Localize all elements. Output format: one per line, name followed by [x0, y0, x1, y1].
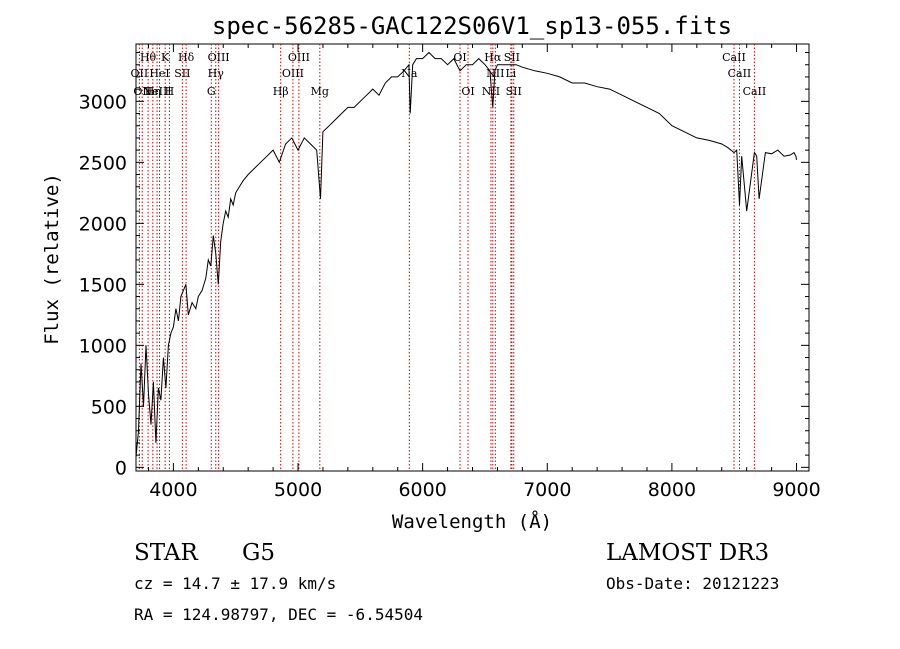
spectral-line-label: H	[165, 85, 175, 98]
spectral-line-label: Hβ	[273, 85, 289, 98]
y-tick-label: 1000	[79, 335, 127, 357]
x-tick-label: 9000	[772, 479, 820, 501]
y-axis: 0 500 1000 1500 2000 2500 3000	[79, 52, 809, 479]
coordinates-text: RA = 124.98797, DEC = -6.54504	[134, 605, 423, 624]
spectrum-line	[135, 51, 797, 458]
spectral-line-label: CaII	[728, 67, 752, 80]
spectral-line-label: Hδ	[178, 51, 195, 64]
object-class: STAR	[134, 540, 198, 566]
spectral-line-label: Mg	[311, 85, 329, 98]
y-tick-label: 2000	[79, 213, 127, 235]
y-tick-label: 2500	[79, 152, 127, 174]
spectral-line-label: SII	[174, 67, 190, 80]
y-tick-label: 500	[91, 396, 127, 418]
spectral-line-label: CaII	[722, 51, 746, 64]
spectral-line-label: G	[207, 85, 216, 98]
spectral-line-label: K	[161, 51, 170, 64]
x-tick-label: 7000	[523, 479, 571, 501]
info-panel: STAR G5 LAMOST DR3 cz = 14.7 ± 17.9 km/s…	[134, 540, 779, 624]
x-axis: 4000 5000 6000 7000 8000 9000	[147, 44, 821, 501]
spectral-line-label: NII	[482, 85, 500, 98]
survey-name: LAMOST DR3	[606, 540, 769, 566]
x-tick-label: 5000	[274, 479, 322, 501]
spectral-line-label: NeIII	[142, 85, 171, 98]
spectral-line-label: Hα	[484, 51, 502, 64]
spectral-line-label: Li	[505, 67, 516, 80]
chart-title: spec-56285-GAC122S06V1_sp13-055.fits	[212, 12, 732, 40]
spectral-line-label: OI	[461, 85, 474, 98]
spectral-line-label: OI	[453, 51, 466, 64]
y-tick-label: 0	[115, 457, 127, 479]
y-tick-label: 3000	[79, 91, 127, 113]
spectral-line-label: SII	[506, 85, 522, 98]
spectral-line-label: OIII	[282, 67, 304, 80]
spectral-line-label: OII	[131, 67, 149, 80]
redshift-text: cz = 14.7 ± 17.9 km/s	[134, 574, 336, 593]
x-tick-label: 8000	[648, 479, 696, 501]
x-axis-label: Wavelength (Å)	[392, 510, 552, 533]
spectral-line-label: SII	[504, 51, 520, 64]
x-tick-label: 6000	[398, 479, 446, 501]
spectral-line-label: Hθ	[140, 51, 157, 64]
spectral-line-label: Hγ	[208, 67, 225, 80]
spectral-line-label: OIII	[208, 51, 230, 64]
spectral-line-label: OII	[133, 85, 151, 98]
x-tick-label: 4000	[149, 479, 197, 501]
spectral-line-label: Hη	[145, 85, 161, 98]
spectral-line-label: HeI	[149, 67, 169, 80]
spectral-line-markers	[138, 44, 755, 471]
spectral-line-label: CaII	[743, 85, 767, 98]
obs-date-text: Obs-Date: 20121223	[606, 574, 779, 593]
object-subclass: G5	[242, 540, 275, 566]
y-axis-label: Flux (relative)	[41, 173, 63, 345]
spectral-line-label: OIII	[288, 51, 310, 64]
y-tick-label: 1500	[79, 274, 127, 296]
